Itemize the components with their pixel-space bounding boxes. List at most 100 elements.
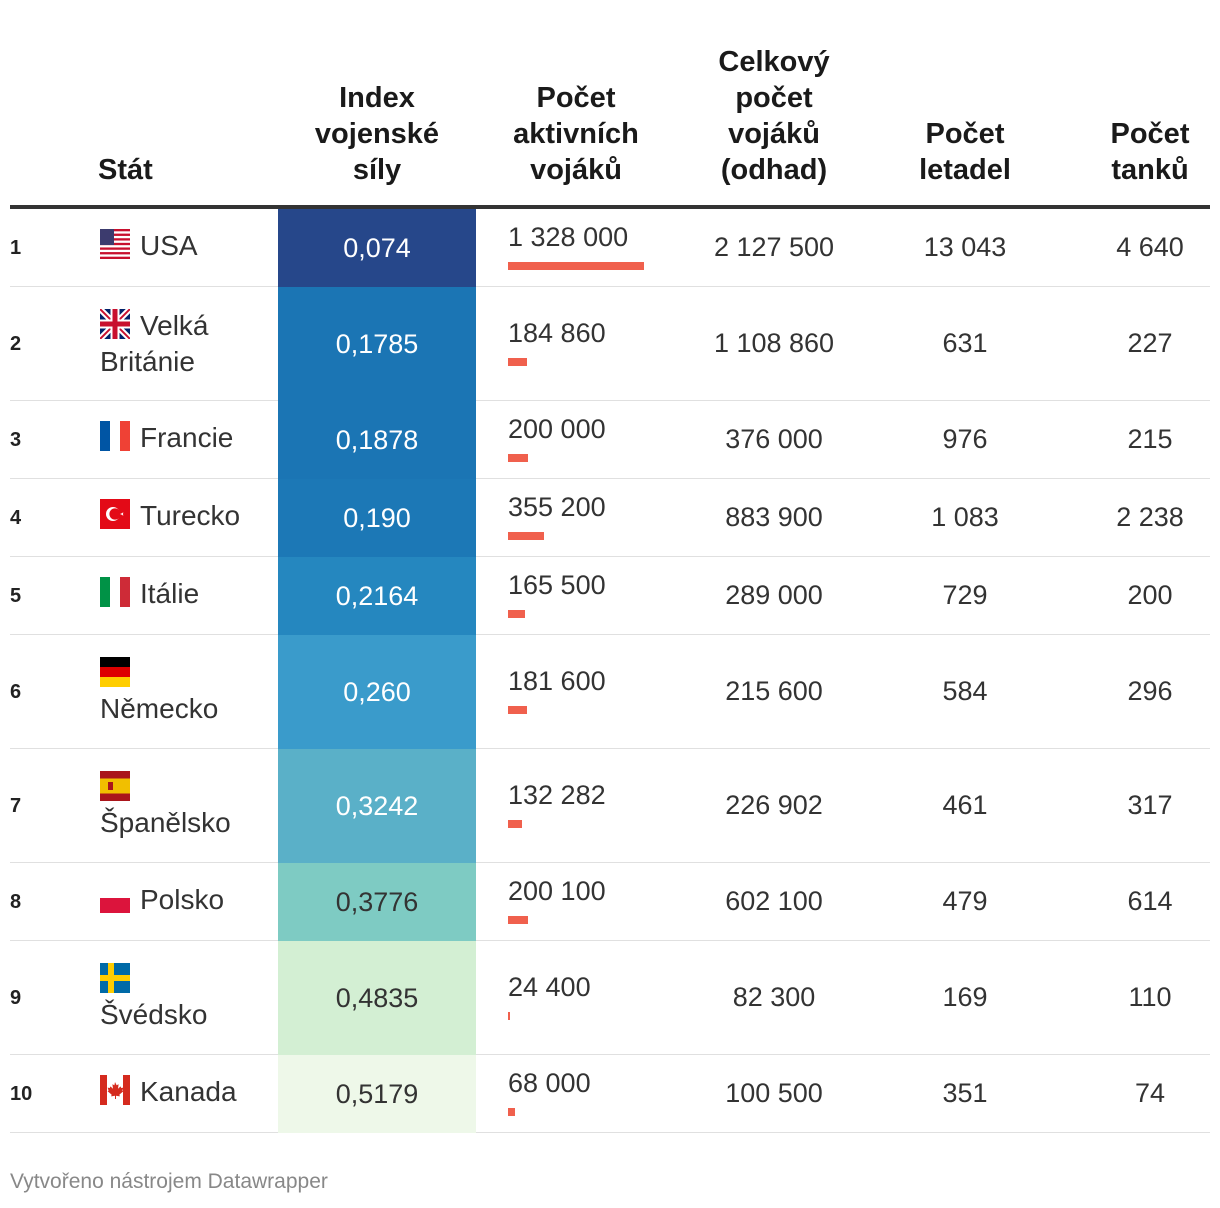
country-name: Švédsko — [100, 999, 208, 1030]
index-cell: 0,1785 — [278, 287, 476, 401]
country-cell: Velká Británie — [97, 306, 209, 380]
rank-cell: 7 — [10, 795, 22, 817]
index-cell: 0,5179 — [278, 1055, 476, 1133]
active-soldiers-value: 181 600 — [508, 666, 606, 696]
total-soldiers-value: 1 108 860 — [713, 328, 835, 358]
rank-cell: 3 — [10, 429, 22, 451]
active-soldiers-bar — [508, 1108, 515, 1116]
header-country: Stát — [98, 154, 153, 186]
country-name: Francie — [140, 422, 234, 453]
aircraft-value: 13 043 — [923, 232, 1007, 262]
table-row: 7 Španělsko 0,3242 132 282 226 902 461 317 — [10, 749, 1210, 863]
index-value: 0,1785 — [335, 328, 419, 359]
country-name: Německo — [100, 693, 219, 724]
aircraft-value: 729 — [942, 580, 988, 610]
country-name: Kanada — [140, 1076, 237, 1107]
tanks-value: 200 — [1127, 580, 1173, 610]
index-cell: 0,4835 — [278, 941, 476, 1055]
total-soldiers-value: 376 000 — [725, 424, 823, 454]
active-soldiers-bar — [508, 454, 528, 462]
tanks-value: 296 — [1127, 676, 1173, 706]
index-cell: 0,190 — [278, 479, 476, 557]
active-soldiers-value: 24 400 — [508, 972, 591, 1002]
tr-flag-icon — [100, 499, 130, 529]
country-cell: Německo — [100, 657, 218, 727]
active-soldiers-value: 165 500 — [508, 570, 606, 600]
country-cell: Švédsko — [100, 963, 207, 1033]
aircraft-value: 169 — [942, 982, 988, 1012]
rank-cell: 9 — [10, 987, 22, 1009]
country-name: Turecko — [140, 500, 241, 531]
active-soldiers-value: 1 328 000 — [508, 222, 629, 252]
de-flag-icon — [100, 657, 130, 687]
index-cell: 0,074 — [278, 209, 476, 287]
index-value: 0,074 — [343, 232, 411, 263]
country-cell: Francie — [100, 420, 233, 456]
aircraft-value: 631 — [942, 328, 988, 358]
header-index: Index vojenské síly — [314, 82, 440, 186]
active-soldiers-value: 200 000 — [508, 414, 606, 444]
country-cell: Polsko — [100, 882, 224, 918]
active-soldiers-bar — [508, 916, 528, 924]
active-soldiers-value: 68 000 — [508, 1068, 591, 1098]
rank-cell: 8 — [10, 891, 22, 913]
active-soldiers-value: 132 282 — [508, 780, 606, 810]
header-aircraft: Počet letadel — [919, 118, 1011, 186]
aircraft-value: 1 083 — [931, 502, 999, 532]
active-soldiers-bar — [508, 532, 544, 540]
table-row: 3 Francie 0,1878 200 000 376 000 976 215 — [10, 401, 1210, 479]
table-row: 5 Itálie 0,2164 165 500 289 000 729 200 — [10, 557, 1210, 635]
tanks-value: 110 — [1128, 982, 1172, 1012]
military-strength-table: Stát Index vojenské síly Počet aktivních… — [10, 0, 1210, 1133]
aircraft-value: 584 — [942, 676, 988, 706]
active-soldiers-value: 200 100 — [508, 876, 606, 906]
index-value: 0,5179 — [335, 1078, 419, 1109]
tanks-value: 614 — [1127, 886, 1173, 916]
fr-flag-icon — [100, 421, 130, 451]
total-soldiers-value: 2 127 500 — [713, 232, 835, 262]
pl-flag-icon — [100, 883, 130, 913]
country-cell: Turecko — [100, 498, 240, 534]
aircraft-value: 461 — [942, 790, 988, 820]
us-flag-icon — [100, 229, 130, 259]
index-value: 0,3242 — [335, 790, 419, 821]
active-soldiers-bar — [508, 262, 644, 270]
table-row: 2 Velká Británie 0,1785 184 860 1 108 860 631 2… — [10, 287, 1210, 401]
aircraft-value: 351 — [942, 1078, 988, 1108]
active-soldiers-bar — [508, 1012, 510, 1020]
ca-flag-icon — [100, 1075, 130, 1105]
tanks-value: 215 — [1127, 424, 1173, 454]
gb-flag-icon — [97, 306, 133, 342]
index-value: 0,4835 — [335, 982, 419, 1013]
country-cell: Španělsko — [100, 771, 231, 841]
country-name: USA — [140, 230, 198, 261]
table-row: 8 Polsko 0,3776 200 100 602 100 479 614 — [10, 863, 1210, 941]
country-name: Španělsko — [100, 807, 231, 838]
total-soldiers-value: 82 300 — [732, 982, 816, 1012]
table-row: 6 Německo 0,260 181 600 215 600 584 296 — [10, 635, 1210, 749]
rank-cell: 4 — [10, 507, 22, 529]
country-name: Británie — [100, 346, 195, 377]
country-name: Velká — [140, 310, 209, 341]
tanks-value: 4 640 — [1116, 232, 1184, 262]
aircraft-value: 976 — [942, 424, 988, 454]
table-row: 10 Kanada 0,5179 68 000 100 500 351 74 — [10, 1055, 1210, 1133]
active-soldiers-bar — [508, 610, 525, 618]
tanks-value: 74 — [1134, 1078, 1166, 1108]
active-soldiers-value: 184 860 — [508, 318, 606, 348]
index-value: 0,2164 — [335, 580, 419, 611]
total-soldiers-value: 602 100 — [725, 886, 823, 916]
tanks-value: 2 238 — [1116, 502, 1184, 532]
country-cell: USA — [100, 228, 198, 264]
index-cell: 0,3776 — [278, 863, 476, 941]
index-value: 0,1878 — [335, 424, 419, 455]
table-row: 9 Švédsko 0,4835 24 400 82 300 169 110 — [10, 941, 1210, 1055]
it-flag-icon — [100, 577, 130, 607]
header-divider — [10, 205, 1210, 209]
header-tanks: Počet tanků — [1110, 118, 1190, 186]
total-soldiers-value: 215 600 — [725, 676, 823, 706]
total-soldiers-value: 226 902 — [725, 790, 823, 820]
total-soldiers-value: 100 500 — [725, 1078, 823, 1108]
rank-cell: 6 — [10, 681, 22, 703]
total-soldiers-value: 883 900 — [725, 502, 823, 532]
